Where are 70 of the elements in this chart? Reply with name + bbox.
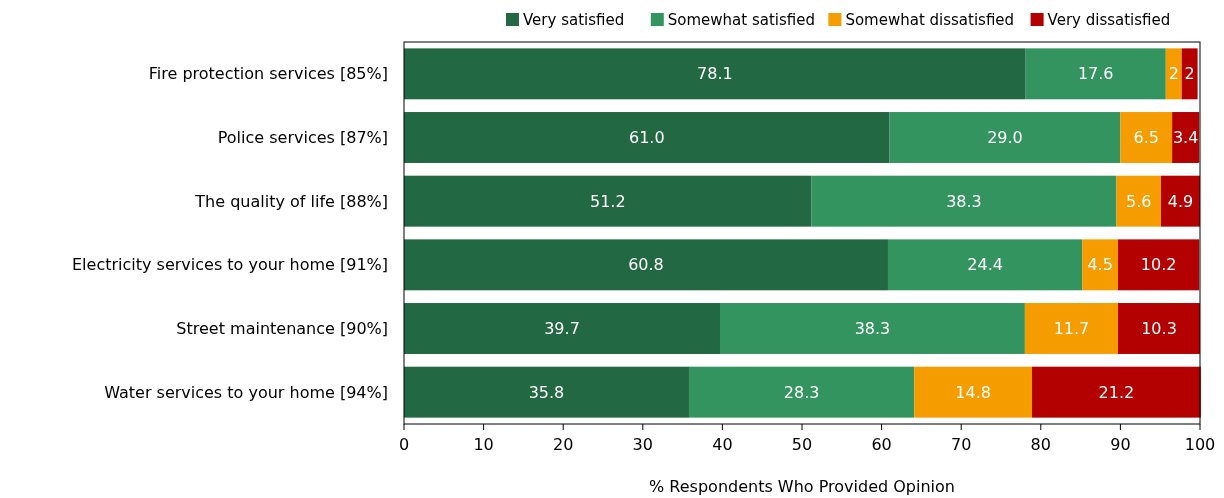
legend-label: Very dissatisfied bbox=[1047, 11, 1171, 30]
x-tick-label: 60 bbox=[871, 435, 892, 454]
x-tick-label: 50 bbox=[791, 435, 813, 454]
data-label: 17.6 bbox=[1077, 64, 1114, 84]
x-tick-label: 80 bbox=[1030, 435, 1051, 454]
bar bbox=[1161, 175, 1200, 227]
y-tick-label: The quality of life [88%] bbox=[194, 191, 388, 211]
bar bbox=[404, 303, 721, 354]
data-label: 61.0 bbox=[628, 128, 665, 148]
y-tick-label: Water services to your home [94%] bbox=[104, 382, 388, 402]
data-label: 78.1 bbox=[697, 64, 733, 84]
data-label: 38.3 bbox=[946, 191, 982, 211]
bar bbox=[404, 175, 812, 227]
bar bbox=[404, 48, 1026, 100]
bar bbox=[811, 175, 1117, 227]
bar bbox=[1172, 112, 1200, 163]
bar bbox=[1082, 239, 1119, 291]
x-tick-label: 90 bbox=[1110, 435, 1131, 454]
bar bbox=[404, 366, 689, 418]
x-tick-label: 30 bbox=[632, 435, 653, 454]
x-tick-label: 40 bbox=[712, 435, 733, 454]
bar bbox=[1118, 239, 1200, 291]
x-tick-label: 0 bbox=[398, 435, 410, 454]
data-label: 4.5 bbox=[1087, 255, 1113, 275]
data-label: 14.8 bbox=[955, 382, 991, 402]
data-label: 3.4 bbox=[1172, 128, 1199, 148]
data-label: 51.2 bbox=[589, 191, 626, 211]
x-axis-title: % Respondents Who Provided Opinion bbox=[649, 477, 955, 496]
bar bbox=[688, 366, 915, 418]
y-tick-label: Fire protection services [85%] bbox=[148, 64, 388, 84]
data-label: 39.7 bbox=[544, 319, 580, 339]
legend-label: Somewhat dissatisfied bbox=[845, 11, 1015, 30]
data-label: 24.4 bbox=[967, 255, 1003, 275]
bar bbox=[1181, 48, 1198, 100]
data-label: 29.0 bbox=[987, 128, 1023, 148]
data-label: 5.6 bbox=[1125, 191, 1152, 211]
bar bbox=[720, 303, 1025, 354]
bar bbox=[404, 239, 888, 291]
data-label: 11.7 bbox=[1053, 319, 1090, 339]
bar bbox=[1118, 303, 1200, 354]
y-tick-label: Police services [87%] bbox=[217, 128, 388, 148]
bar bbox=[887, 239, 1083, 291]
x-tick-label: 100 bbox=[1184, 435, 1216, 454]
bar bbox=[1120, 112, 1173, 163]
data-label: 21.2 bbox=[1098, 382, 1135, 402]
x-tick-label: 20 bbox=[553, 435, 574, 454]
legend-label: Very satisfied bbox=[523, 11, 625, 30]
data-label: 10.2 bbox=[1140, 255, 1177, 275]
data-label: 4.9 bbox=[1167, 191, 1194, 211]
x-tick-label: 10 bbox=[473, 435, 494, 454]
data-label: 38.3 bbox=[854, 319, 891, 339]
bar bbox=[1024, 303, 1119, 354]
y-tick-label: Electricity services to your home [91%] bbox=[72, 255, 388, 275]
data-label: 35.8 bbox=[528, 382, 565, 402]
bar bbox=[1032, 366, 1201, 418]
bar bbox=[914, 366, 1033, 418]
bar bbox=[1116, 175, 1161, 227]
y-tick-label: Street maintenance [90%] bbox=[176, 319, 388, 339]
legend-label: Somewhat satisfied bbox=[667, 11, 816, 30]
x-tick-label: 70 bbox=[951, 435, 972, 454]
bar bbox=[404, 112, 890, 163]
data-label: 28.3 bbox=[783, 382, 820, 402]
data-label: 10.3 bbox=[1141, 319, 1177, 339]
data-label: 2 bbox=[1184, 64, 1195, 84]
bar bbox=[1025, 48, 1166, 100]
bar bbox=[889, 112, 1121, 163]
data-label: 6.5 bbox=[1133, 128, 1159, 148]
data-label: 2 bbox=[1168, 64, 1179, 84]
bar bbox=[1165, 48, 1182, 100]
data-label: 60.8 bbox=[628, 255, 664, 275]
